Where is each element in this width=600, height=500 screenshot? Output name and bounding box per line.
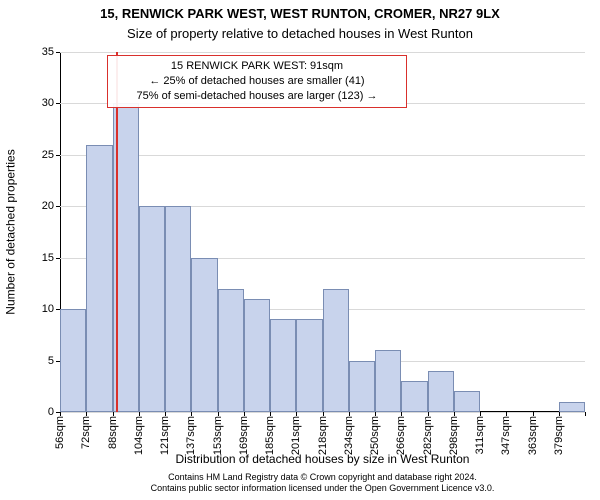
- property-size-histogram: 15, RENWICK PARK WEST, WEST RUNTON, CROM…: [0, 0, 600, 500]
- xtick-label: 379sqm: [553, 412, 565, 455]
- xtick-label: 266sqm: [395, 412, 407, 455]
- xtick-label: 311sqm: [474, 412, 486, 454]
- xtick-label: 250sqm: [369, 412, 381, 455]
- ytick-label: 20: [42, 200, 60, 212]
- xtick-label: 104sqm: [133, 412, 145, 455]
- xtick-label: 201sqm: [290, 412, 302, 455]
- histogram-bar: [454, 391, 480, 412]
- histogram-bar: [349, 361, 375, 412]
- ytick-label: 30: [42, 97, 60, 109]
- histogram-bar: [559, 402, 585, 412]
- xtick-label: 185sqm: [264, 412, 276, 455]
- xtick-label: 363sqm: [527, 412, 539, 455]
- gridline: [60, 155, 585, 156]
- xtick-label: 282sqm: [422, 412, 434, 455]
- xtick-label: 137sqm: [185, 412, 197, 455]
- ytick-label: 15: [42, 252, 60, 264]
- histogram-bar: [270, 319, 296, 412]
- xtick-label: 88sqm: [107, 412, 119, 449]
- histogram-bar: [139, 206, 165, 412]
- histogram-bar: [428, 371, 454, 412]
- xtick-label: 121sqm: [159, 412, 171, 455]
- xtick-label: 347sqm: [500, 412, 512, 455]
- annotation-line: 75% of semi-detached houses are larger (…: [116, 89, 398, 104]
- histogram-bar: [244, 299, 270, 412]
- ytick-label: 5: [48, 355, 60, 367]
- xtick-mark: [585, 412, 586, 416]
- histogram-bar: [323, 289, 349, 412]
- histogram-bar: [86, 145, 112, 412]
- xtick-label: 169sqm: [238, 412, 250, 455]
- ytick-label: 25: [42, 149, 60, 161]
- xtick-label: 72sqm: [80, 412, 92, 449]
- histogram-bar: [296, 319, 322, 412]
- histogram-bar: [401, 381, 427, 412]
- histogram-bar: [218, 289, 244, 412]
- histogram-bar: [191, 258, 217, 412]
- footer-line-2: Contains public sector information licen…: [60, 483, 585, 494]
- xtick-label: 298sqm: [448, 412, 460, 455]
- x-axis-label: Distribution of detached houses by size …: [60, 452, 585, 466]
- histogram-bar: [165, 206, 191, 412]
- ytick-label: 10: [42, 303, 60, 315]
- xtick-label: 153sqm: [212, 412, 224, 455]
- xtick-label: 218sqm: [317, 412, 329, 455]
- annotation-box: 15 RENWICK PARK WEST: 91sqm← 25% of deta…: [107, 55, 407, 108]
- footer-line-1: Contains HM Land Registry data © Crown c…: [60, 472, 585, 483]
- histogram-bar: [375, 350, 401, 412]
- y-axis-label: Number of detached properties: [2, 52, 20, 412]
- annotation-line: ← 25% of detached houses are smaller (41…: [116, 74, 398, 89]
- gridline: [60, 52, 585, 53]
- histogram-bar: [60, 309, 86, 412]
- plot-area: 0510152025303556sqm72sqm88sqm104sqm121sq…: [60, 52, 585, 412]
- xtick-label: 234sqm: [343, 412, 355, 455]
- ytick-label: 35: [42, 46, 60, 58]
- xtick-label: 56sqm: [54, 412, 66, 449]
- annotation-line: 15 RENWICK PARK WEST: 91sqm: [116, 59, 398, 74]
- attribution-footer: Contains HM Land Registry data © Crown c…: [60, 472, 585, 494]
- chart-title-line2: Size of property relative to detached ho…: [0, 26, 600, 41]
- chart-title-line1: 15, RENWICK PARK WEST, WEST RUNTON, CROM…: [0, 6, 600, 21]
